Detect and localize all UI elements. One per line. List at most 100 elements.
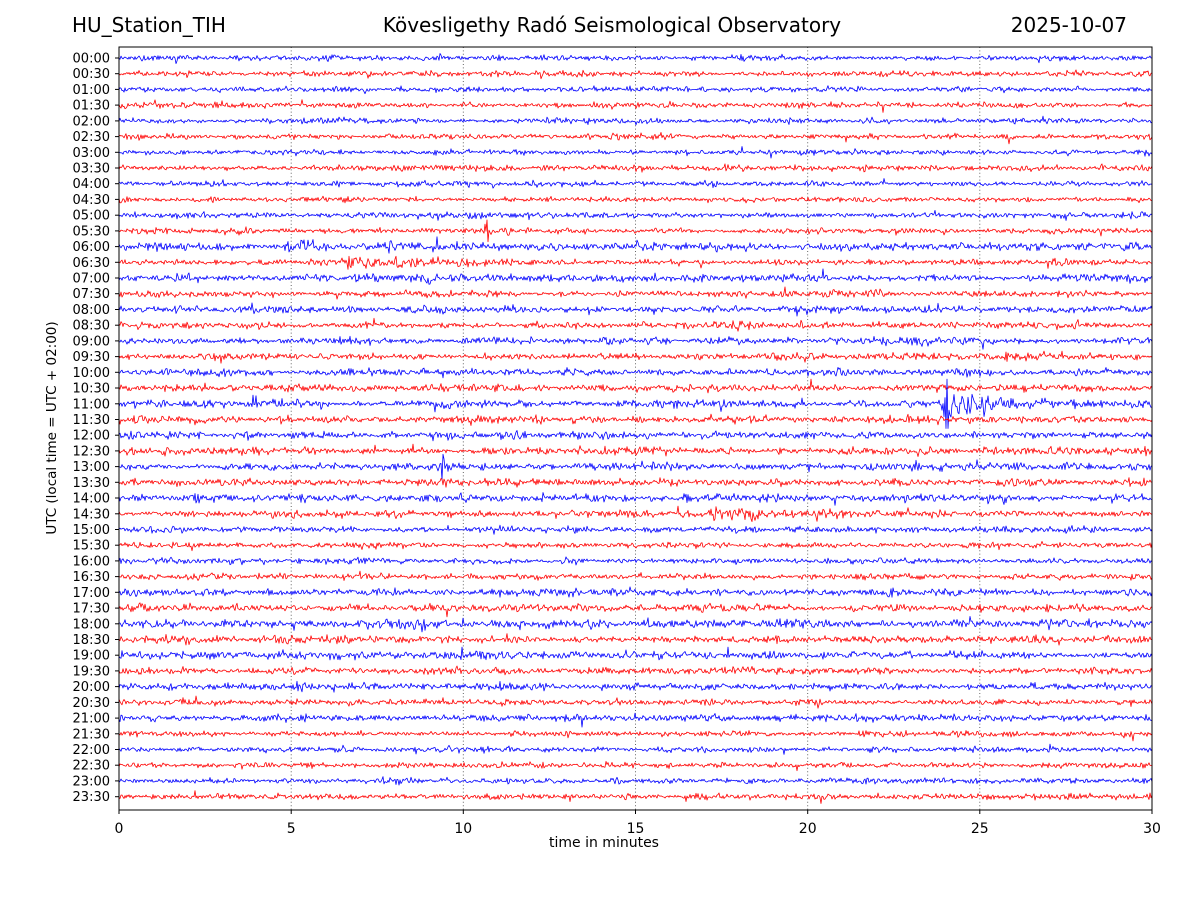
trace-22:30	[118, 761, 1153, 772]
x-tick-label: 5	[287, 821, 296, 837]
y-tick-label: 02:30	[73, 130, 110, 145]
trace-15:30	[118, 541, 1153, 552]
y-tick-label: 02:00	[73, 114, 110, 129]
trace-07:00	[118, 268, 1153, 285]
trace-11:30	[118, 413, 1153, 426]
trace-01:30	[118, 99, 1153, 113]
trace-00:30	[118, 69, 1153, 80]
y-tick-label: 19:00	[73, 649, 110, 664]
y-tick-label: 08:00	[73, 303, 110, 318]
trace-16:00	[118, 556, 1153, 566]
y-tick-label: 22:00	[73, 743, 110, 758]
x-tick-label: 30	[1143, 821, 1161, 837]
x-tick-label: 20	[799, 821, 817, 837]
trace-23:00	[118, 776, 1153, 786]
trace-15:00	[118, 524, 1153, 535]
y-tick-label: 09:00	[73, 334, 110, 349]
x-tick-label: 25	[971, 821, 989, 837]
trace-08:00	[118, 302, 1153, 317]
y-axis-ticks: 00:0000:3001:0001:3002:0002:3003:0003:30…	[73, 52, 119, 805]
y-tick-label: 18:30	[73, 633, 110, 648]
y-tick-label: 20:30	[73, 696, 110, 711]
y-axis-label: UTC (local time = UTC + 02:00)	[44, 321, 60, 534]
y-tick-label: 06:30	[73, 256, 110, 271]
trace-12:30	[118, 443, 1153, 457]
y-tick-label: 20:00	[73, 680, 110, 695]
trace-02:00	[118, 115, 1153, 126]
trace-14:30	[118, 505, 1153, 522]
y-tick-label: 21:00	[73, 712, 110, 727]
y-tick-label: 04:00	[73, 177, 110, 192]
trace-14:00	[118, 492, 1152, 506]
y-tick-label: 03:30	[73, 162, 110, 177]
y-tick-label: 12:00	[73, 429, 110, 444]
observatory-title: Kövesligethy Radó Seismological Observat…	[383, 13, 841, 37]
trace-01:00	[118, 85, 1153, 95]
y-tick-label: 17:00	[73, 586, 110, 601]
y-tick-label: 10:30	[73, 382, 110, 397]
y-tick-label: 01:00	[73, 83, 110, 98]
trace-02:30	[118, 132, 1153, 145]
y-tick-label: 01:30	[73, 99, 110, 114]
y-tick-label: 15:30	[73, 539, 110, 554]
y-tick-label: 00:30	[73, 67, 110, 82]
y-tick-label: 19:30	[73, 664, 110, 679]
y-tick-label: 17:30	[73, 602, 110, 617]
y-tick-label: 10:00	[73, 366, 110, 381]
y-tick-label: 23:00	[73, 774, 110, 789]
y-tick-label: 04:30	[73, 193, 110, 208]
y-tick-label: 11:00	[73, 397, 110, 412]
trace-04:30	[118, 195, 1153, 204]
y-tick-label: 03:00	[73, 146, 110, 161]
seismogram-traces	[118, 53, 1153, 804]
trace-17:00	[118, 586, 1153, 598]
trace-18:30	[118, 633, 1153, 646]
trace-00:00	[118, 53, 1153, 64]
trace-21:30	[118, 730, 1153, 742]
trace-19:30	[118, 665, 1153, 676]
y-tick-label: 09:30	[73, 350, 110, 365]
trace-13:30	[118, 477, 1153, 488]
date-title: 2025-10-07	[1011, 13, 1127, 37]
trace-04:00	[118, 178, 1153, 189]
y-tick-label: 12:30	[73, 444, 110, 459]
y-tick-label: 16:30	[73, 570, 110, 585]
trace-06:30	[118, 255, 1153, 270]
trace-03:00	[118, 146, 1153, 159]
y-tick-label: 23:30	[73, 790, 110, 805]
grid-lines	[290, 47, 981, 810]
trace-06:00	[118, 236, 1153, 254]
trace-17:30	[118, 602, 1153, 618]
y-tick-label: 05:30	[73, 224, 110, 239]
trace-13:00	[118, 453, 1153, 481]
trace-21:00	[118, 712, 1153, 728]
x-axis-label: time in minutes	[549, 835, 659, 851]
trace-09:00	[119, 335, 1153, 350]
y-tick-label: 21:30	[73, 727, 110, 742]
trace-23:30	[118, 790, 1153, 804]
trace-12:00	[118, 430, 1153, 442]
trace-05:30	[118, 219, 1153, 243]
y-tick-label: 08:30	[73, 319, 110, 334]
trace-09:30	[118, 350, 1153, 364]
trace-11:00	[118, 378, 1153, 429]
x-tick-label: 0	[115, 821, 124, 837]
y-tick-label: 16:00	[73, 554, 110, 569]
y-tick-label: 14:00	[73, 492, 110, 507]
trace-22:00	[118, 743, 1153, 755]
y-tick-label: 11:30	[73, 413, 110, 428]
trace-20:30	[118, 695, 1153, 709]
trace-19:00	[118, 646, 1153, 661]
y-tick-label: 18:00	[73, 617, 110, 632]
trace-20:00	[118, 680, 1153, 693]
y-tick-label: 22:30	[73, 759, 110, 774]
y-tick-label: 06:00	[73, 240, 110, 255]
trace-10:00	[118, 367, 1153, 379]
trace-18:00	[119, 616, 1153, 633]
y-tick-label: 13:30	[73, 476, 110, 491]
y-tick-label: 05:00	[73, 209, 110, 224]
y-tick-label: 07:00	[73, 272, 110, 287]
trace-05:00	[118, 210, 1153, 221]
x-axis-ticks: 0 5 10 15 20 25 30	[115, 810, 1161, 837]
y-tick-label: 15:00	[73, 523, 110, 538]
